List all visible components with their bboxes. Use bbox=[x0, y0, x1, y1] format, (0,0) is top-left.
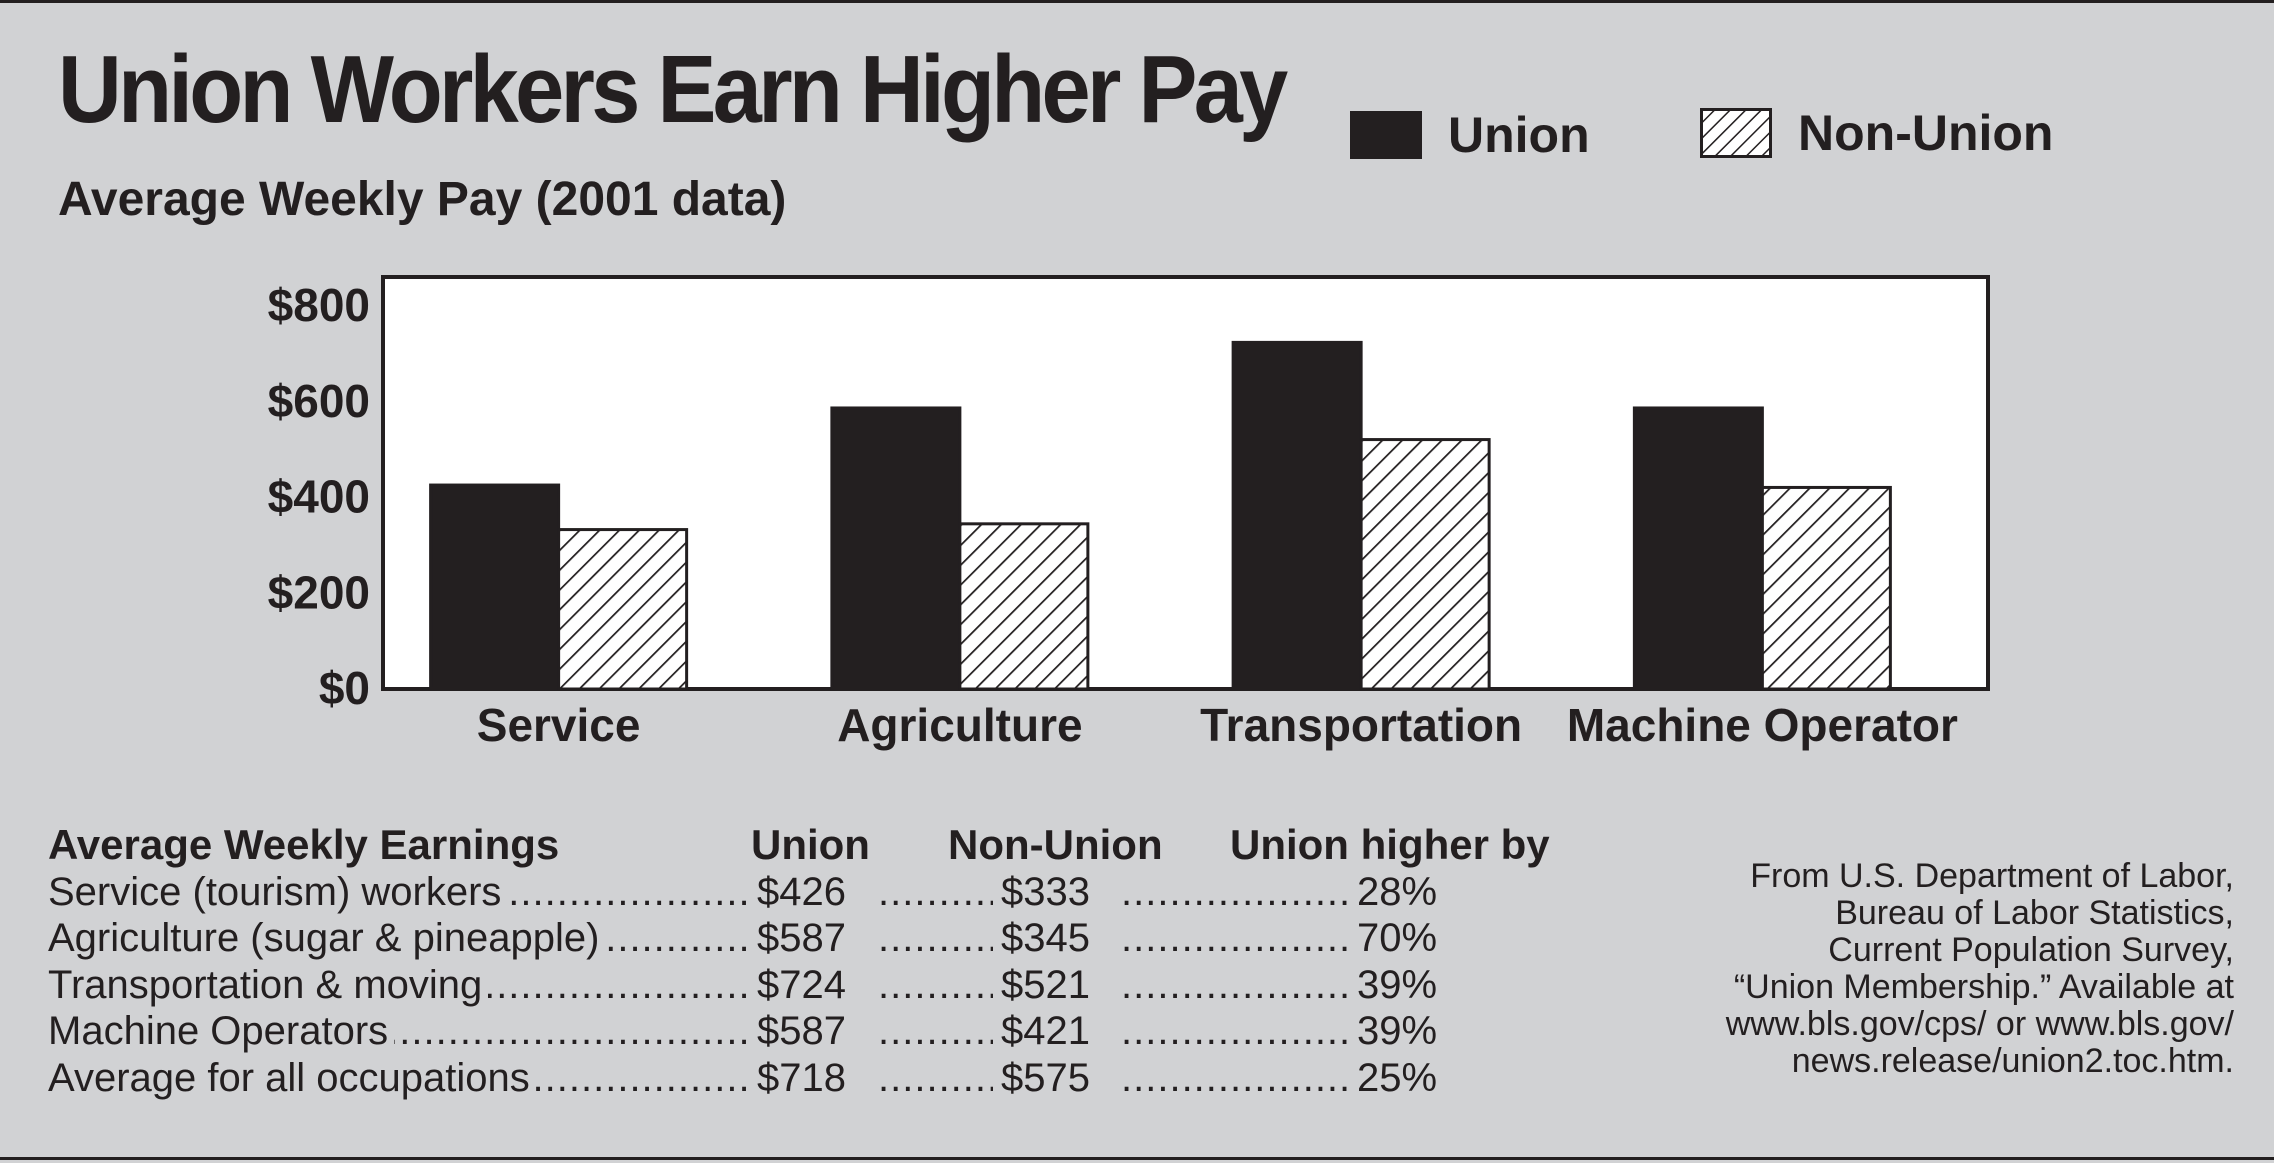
row-union-value: $587 bbox=[757, 915, 854, 962]
row-non-union-value: $521 bbox=[993, 961, 1098, 1008]
table-header-occupation: Average Weekly Earnings bbox=[48, 821, 560, 868]
row-non-union-value: $345 bbox=[993, 915, 1098, 962]
bottom-border bbox=[0, 1157, 2274, 1160]
leader-dots: ........................................… bbox=[1121, 962, 1356, 1007]
row-label: Service (tourism) workers bbox=[48, 868, 508, 915]
leader-dots: ........................................… bbox=[1121, 1009, 1356, 1053]
bar-non-union-service bbox=[557, 528, 689, 691]
row-union-value: $426 bbox=[757, 868, 854, 915]
row-label: Agriculture (sugar & pineapple) bbox=[48, 915, 606, 962]
bar-union-service bbox=[429, 483, 561, 691]
x-category-label: Service bbox=[477, 699, 641, 751]
row-difference-value: 25% bbox=[1351, 1054, 1438, 1101]
row-difference-value: 39% bbox=[1351, 1008, 1438, 1055]
x-category-label: Machine Operator bbox=[1567, 699, 1958, 751]
row-label: Transportation & moving bbox=[48, 961, 489, 1008]
source-line: Current Population Survey, bbox=[1828, 931, 2234, 969]
bar-union-machine-operator bbox=[1632, 406, 1764, 691]
table-header-union: Union bbox=[751, 821, 870, 868]
row-non-union-value: $575 bbox=[993, 1054, 1098, 1101]
table-header-union-higher-by: Union higher by bbox=[1230, 821, 1550, 868]
bar-non-union-agriculture bbox=[958, 522, 1090, 691]
leader-dots: ........................................… bbox=[1121, 869, 1356, 914]
y-tick-label: $400 bbox=[268, 471, 370, 523]
x-category-label: Agriculture bbox=[837, 699, 1082, 751]
source-line: From U.S. Department of Labor, bbox=[1750, 857, 2234, 895]
y-tick-label: $0 bbox=[319, 662, 370, 714]
source-line: news.release/union2.toc.htm. bbox=[1791, 1042, 2234, 1080]
row-non-union-value: $421 bbox=[993, 1008, 1098, 1055]
legend-item-union: Union bbox=[1350, 106, 1590, 164]
source-line: “Union Membership.” Available at bbox=[1733, 968, 2234, 1006]
legend-swatch-non-union bbox=[1700, 108, 1772, 158]
chart-title: Union Workers Earn Higher Pay bbox=[58, 36, 1288, 143]
leader-dots: ........................................… bbox=[1121, 1055, 1356, 1100]
row-union-value: $587 bbox=[757, 1008, 854, 1055]
row-label: Average for all occupations bbox=[48, 1054, 536, 1101]
source-line: Bureau of Labor Statistics, bbox=[1835, 894, 2234, 932]
bar-non-union-machine-operator bbox=[1760, 485, 1892, 691]
row-difference-value: 39% bbox=[1351, 961, 1438, 1008]
chart-subtitle: Average Weekly Pay (2001 data) bbox=[58, 173, 787, 226]
legend-label-union: Union bbox=[1448, 107, 1590, 163]
row-label: Machine Operators bbox=[48, 1008, 395, 1055]
legend-label-non-union: Non-Union bbox=[1798, 105, 2054, 161]
legend-item-non-union: Non-Union bbox=[1700, 104, 2053, 162]
top-border bbox=[0, 0, 2274, 3]
x-category-label: Transportation bbox=[1200, 699, 1522, 751]
leader-dots: ........................................… bbox=[1121, 916, 1356, 960]
row-difference-value: 28% bbox=[1351, 868, 1438, 915]
y-tick-label: $800 bbox=[268, 279, 370, 331]
row-non-union-value: $333 bbox=[993, 868, 1098, 915]
bar-union-transportation bbox=[1231, 340, 1363, 691]
bar-non-union-transportation bbox=[1359, 438, 1491, 691]
source-line: www.bls.gov/cps/ or www.bls.gov/ bbox=[1725, 1005, 2234, 1043]
source-note: From U.S. Department of Labor, Bureau of… bbox=[1614, 858, 2234, 1080]
bar-union-agriculture bbox=[830, 406, 962, 691]
row-union-value: $724 bbox=[757, 961, 854, 1008]
legend-swatch-union bbox=[1350, 111, 1422, 159]
y-tick-label: $200 bbox=[268, 566, 370, 618]
y-tick-label: $600 bbox=[268, 375, 370, 427]
table-header-non-union: Non-Union bbox=[948, 821, 1163, 868]
row-difference-value: 70% bbox=[1351, 915, 1438, 962]
bar-chart: $0 $200 $400 $600 $800 Service Agriculture Tra… bbox=[268, 275, 1990, 751]
row-union-value: $718 bbox=[757, 1054, 854, 1101]
